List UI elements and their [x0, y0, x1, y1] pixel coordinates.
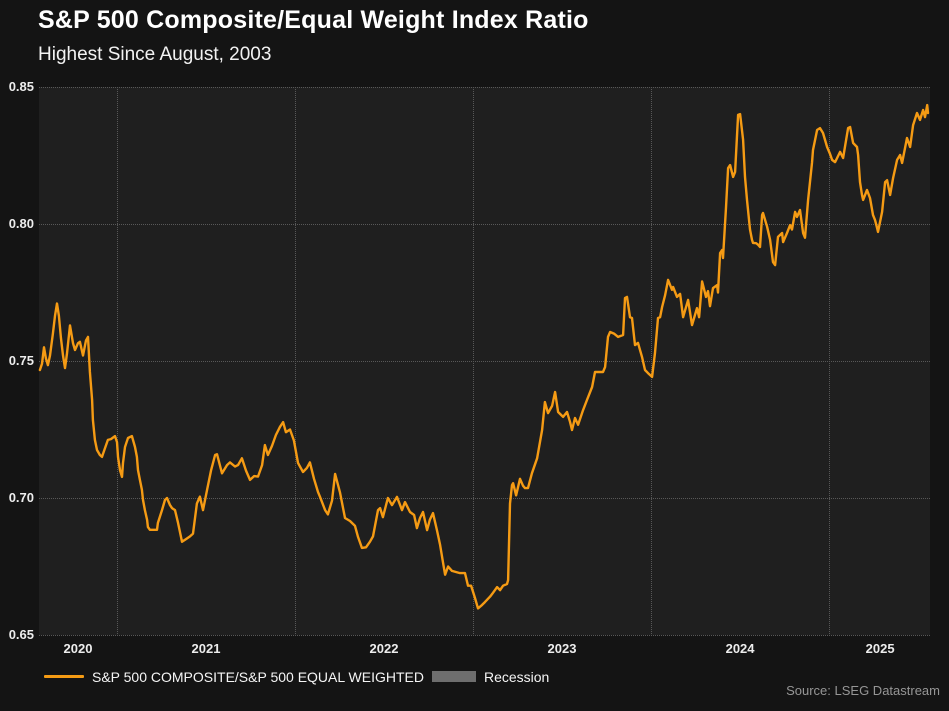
x-gridline — [473, 87, 475, 636]
x-tick-label: 2022 — [369, 641, 399, 656]
series-legend-label: S&P 500 COMPOSITE/S&P 500 EQUAL WEIGHTED — [92, 668, 424, 685]
x-tick-label: 2020 — [63, 641, 93, 656]
recession-swatch — [431, 671, 476, 682]
y-gridline — [39, 361, 930, 362]
x-gridline — [651, 87, 653, 636]
y-gridline — [39, 635, 930, 636]
y-tick-label: 0.80 — [8, 216, 34, 231]
x-tick-label: 2023 — [547, 641, 577, 656]
y-gridline — [39, 87, 930, 88]
y-gridline — [39, 224, 930, 225]
x-tick-label: 2024 — [725, 641, 755, 656]
y-tick-label: 0.85 — [8, 79, 34, 94]
legend: S&P 500 COMPOSITE/S&P 500 EQUAL WEIGHTED… — [44, 668, 549, 685]
source-attribution: Source: LSEG Datastream — [786, 683, 940, 698]
y-tick-label: 0.75 — [8, 353, 34, 368]
y-tick-label: 0.70 — [8, 490, 34, 505]
chart-subtitle: Highest Since August, 2003 — [38, 44, 272, 65]
chart-title: S&P 500 Composite/Equal Weight Index Rat… — [38, 6, 589, 34]
x-gridline — [829, 87, 831, 636]
recession-legend-label: Recession — [483, 668, 550, 685]
series-line-swatch — [44, 675, 84, 678]
x-gridline — [116, 87, 118, 636]
y-gridline — [39, 498, 930, 499]
x-tick-label: 2025 — [865, 641, 895, 656]
x-gridline — [294, 87, 296, 636]
x-tick-label: 2021 — [191, 641, 221, 656]
y-tick-label: 0.65 — [8, 627, 34, 642]
